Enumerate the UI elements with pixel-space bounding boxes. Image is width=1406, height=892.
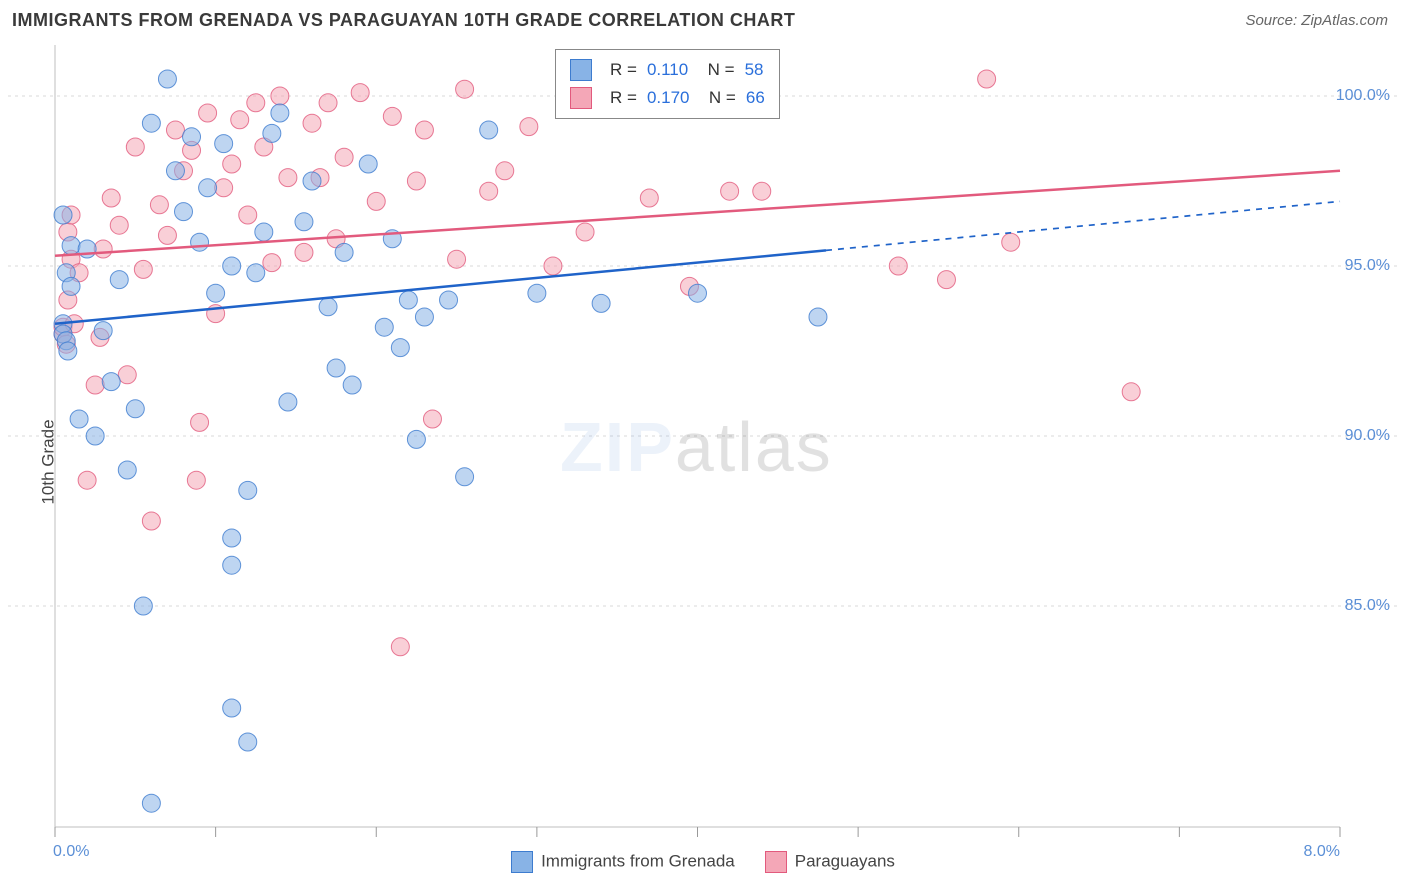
series-legend: Immigrants from Grenada Paraguayans [0,851,1406,873]
legend-swatch-grenada-icon [511,851,533,873]
y-tick-label: 90.0% [1345,427,1390,445]
legend-r-value-grenada: 0.110 [647,56,688,84]
legend-r-label: R = [610,56,637,84]
legend-item-grenada: Immigrants from Grenada [511,851,735,873]
correlation-legend: R = 0.110 N = 58 R = 0.170 N = 66 [555,49,780,119]
y-axis-label: 10th Grade [39,419,59,504]
legend-r-value-paraguay: 0.170 [647,84,690,112]
legend-swatch-paraguay-icon [765,851,787,873]
y-tick-label: 85.0% [1345,597,1390,615]
legend-swatch-paraguay [570,87,592,109]
legend-n-label: N = [699,84,735,112]
legend-swatch-grenada [570,59,592,81]
chart-header: IMMIGRANTS FROM GRENADA VS PARAGUAYAN 10… [0,0,1406,37]
y-tick-label: 100.0% [1336,87,1390,105]
legend-row-paraguay: R = 0.170 N = 66 [570,84,765,112]
scatter-svg [0,37,1406,867]
source-label: Source: ZipAtlas.com [1245,12,1388,29]
legend-label-grenada: Immigrants from Grenada [541,851,735,870]
chart-title: IMMIGRANTS FROM GRENADA VS PARAGUAYAN 10… [12,10,795,31]
y-tick-label: 95.0% [1345,257,1390,275]
legend-n-value-paraguay: 66 [746,84,765,112]
legend-r-label: R = [610,84,637,112]
legend-row-grenada: R = 0.110 N = 58 [570,56,765,84]
plot-area: 10th Grade ZIPatlas R = 0.110 N = 58 R =… [0,37,1406,887]
legend-label-paraguay: Paraguayans [795,851,895,870]
legend-n-label: N = [698,56,734,84]
x-tick-label-max: 8.0% [1304,843,1340,861]
legend-item-paraguay: Paraguayans [765,851,895,873]
x-tick-label-min: 0.0% [53,843,89,861]
legend-n-value-grenada: 58 [745,56,764,84]
